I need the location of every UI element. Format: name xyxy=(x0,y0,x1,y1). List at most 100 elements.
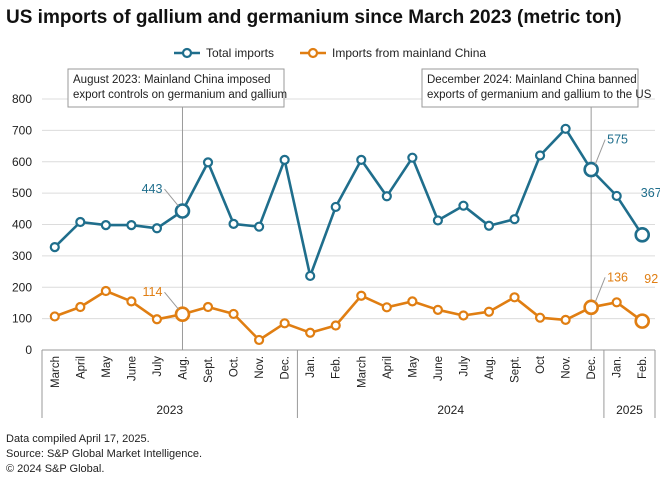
data-point-s1-11 xyxy=(330,320,341,331)
legend-label-total-imports: Total imports xyxy=(205,46,274,60)
x-tick-label-10: Jan. xyxy=(305,356,317,378)
x-tick-label-5: Aug. xyxy=(178,356,190,380)
data-point-s1-22 xyxy=(611,297,622,308)
y-tick-label-800: 800 xyxy=(12,92,32,106)
data-point-s0-3 xyxy=(126,220,137,231)
series-line-0 xyxy=(53,127,644,278)
x-tick-label-18: Sept. xyxy=(510,356,522,383)
data-point-s1-7 xyxy=(228,308,239,320)
data-point-s0-17 xyxy=(483,220,495,231)
x-tick-label-21: Dec. xyxy=(586,356,598,380)
year-label-2024: 2024 xyxy=(437,403,464,417)
data-label-s0-5: 443 xyxy=(142,182,163,196)
data-point-s0-16 xyxy=(458,200,469,211)
data-point-s0-13 xyxy=(381,191,392,202)
data-point-s1-12 xyxy=(356,290,367,301)
annotation-text-0-1: export controls on germanium and gallium xyxy=(73,89,287,101)
data-label-s1-23: 92 xyxy=(644,272,658,286)
data-point-s1-10 xyxy=(305,327,316,338)
data-point-s0-7 xyxy=(228,218,239,229)
data-label-s1-21: 136 xyxy=(607,270,628,284)
data-point-s0-10 xyxy=(305,270,316,282)
data-point-s1-6 xyxy=(202,301,214,313)
y-tick-label-500: 500 xyxy=(12,186,32,200)
x-tick-label-13: April xyxy=(382,356,394,379)
footer-compiled: Data compiled April 17, 2025. xyxy=(6,433,150,445)
legend-item-total-imports: Total imports xyxy=(173,46,274,60)
x-tick-label-17: Aug. xyxy=(484,356,496,380)
y-tick-label-0: 0 xyxy=(25,343,32,357)
x-tick-label-23: Feb. xyxy=(637,356,649,379)
y-tick-label-200: 200 xyxy=(12,280,32,294)
data-point-s0-8 xyxy=(254,221,265,232)
data-point-s0-5 xyxy=(174,203,191,219)
data-point-s1-13 xyxy=(381,302,392,313)
annotation-text-0-0: August 2023: Mainland China imposed xyxy=(73,74,271,86)
leader-line-s1-5 xyxy=(164,291,179,310)
y-tick-label-400: 400 xyxy=(12,218,32,232)
legend-label-china-imports: Imports from mainland China xyxy=(331,46,487,60)
x-tick-label-22: Jan. xyxy=(612,356,624,378)
data-point-s0-12 xyxy=(356,154,367,165)
data-point-s1-1 xyxy=(75,301,86,313)
footer: Data compiled April 17, 2025. Source: S&… xyxy=(6,432,202,477)
leader-line-s0-5 xyxy=(164,188,179,207)
x-tick-label-4: July xyxy=(152,356,164,377)
data-point-s1-20 xyxy=(560,314,571,325)
y-tick-label-600: 600 xyxy=(12,155,32,169)
year-label-2025: 2025 xyxy=(616,403,643,417)
data-point-s1-8 xyxy=(254,334,265,346)
data-point-s0-6 xyxy=(202,157,214,168)
leader-line-s1-21 xyxy=(594,277,606,303)
data-point-s1-4 xyxy=(151,314,163,325)
annotation-text-1-0: December 2024: Mainland China banned xyxy=(427,74,637,86)
x-tick-label-0: March xyxy=(50,356,62,388)
x-tick-label-6: Sept. xyxy=(203,356,215,383)
data-point-s1-21 xyxy=(583,299,599,316)
data-point-s1-14 xyxy=(407,296,418,307)
data-point-s0-9 xyxy=(279,154,290,165)
y-tick-label-300: 300 xyxy=(12,249,32,263)
legend: Total imports Imports from mainland Chin… xyxy=(0,46,660,60)
y-tick-label-100: 100 xyxy=(12,312,32,326)
data-point-s0-22 xyxy=(611,190,622,202)
x-tick-label-19: Oct xyxy=(535,355,547,374)
x-tick-label-14: May xyxy=(407,356,419,378)
annotation-text-1-1: exports of germanium and gallium to the … xyxy=(427,89,652,101)
data-point-s1-19 xyxy=(534,312,546,323)
data-point-s0-11 xyxy=(330,201,341,213)
data-point-s0-19 xyxy=(534,150,546,161)
data-label-s0-23: 367 xyxy=(641,186,660,200)
x-tick-label-7: Oct. xyxy=(229,356,241,377)
data-point-s1-23 xyxy=(634,313,651,329)
data-point-s1-9 xyxy=(279,318,290,329)
x-tick-label-15: June xyxy=(433,356,445,381)
data-point-s1-16 xyxy=(458,310,469,321)
data-point-s0-2 xyxy=(100,220,111,231)
data-point-s0-18 xyxy=(509,214,520,225)
x-tick-label-1: April xyxy=(75,356,87,379)
data-point-s0-23 xyxy=(634,227,651,243)
data-point-s1-5 xyxy=(174,306,191,323)
footer-copyright: © 2024 S&P Global. xyxy=(6,463,105,475)
year-label-2023: 2023 xyxy=(156,403,183,417)
legend-swatch-total-imports xyxy=(173,47,200,59)
data-point-s1-17 xyxy=(483,306,495,317)
data-point-s1-15 xyxy=(432,304,443,315)
data-point-s0-20 xyxy=(560,123,571,134)
chart-title: US imports of gallium and germanium sinc… xyxy=(6,7,622,28)
data-point-s0-0 xyxy=(49,241,60,253)
x-tick-label-11: Feb. xyxy=(331,356,343,379)
x-tick-label-2: May xyxy=(101,356,113,378)
data-point-s0-21 xyxy=(583,161,599,178)
data-point-s1-2 xyxy=(100,285,111,297)
data-label-s0-21: 575 xyxy=(607,133,628,147)
data-point-s0-1 xyxy=(75,216,86,228)
annotation-box-1 xyxy=(421,68,639,108)
data-point-s0-15 xyxy=(432,215,443,226)
annotation-box-0 xyxy=(67,68,285,108)
x-tick-label-9: Dec. xyxy=(280,356,292,380)
leader-line-s0-21 xyxy=(594,139,606,165)
legend-item-china-imports: Imports from mainland China xyxy=(299,46,487,60)
x-tick-label-3: June xyxy=(126,356,138,381)
